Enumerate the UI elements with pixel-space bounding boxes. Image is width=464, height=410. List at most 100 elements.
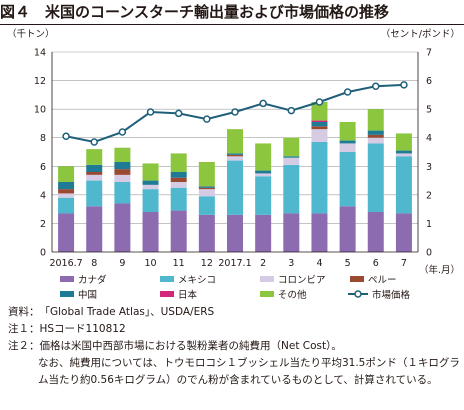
y-right-tick-label: 3 xyxy=(426,162,432,173)
bar-segment xyxy=(367,212,384,252)
bar-segment xyxy=(255,176,272,215)
note-1: 注１： HSコード110812 xyxy=(8,321,460,338)
y-left-tick-label: 14 xyxy=(34,48,46,59)
bar-segment xyxy=(367,143,384,212)
bar-segment xyxy=(198,187,215,190)
bar-segment xyxy=(227,160,243,215)
y-right-tick-label: 2 xyxy=(426,190,432,201)
y-left-tick-label: 0 xyxy=(40,248,46,259)
legend-item: ペルー xyxy=(350,275,397,286)
bar-segment xyxy=(114,203,131,252)
legend-item: 中国 xyxy=(60,289,97,301)
bars xyxy=(58,102,412,252)
bar-segment xyxy=(367,130,384,135)
bar-segment xyxy=(227,214,243,252)
bar-segment xyxy=(114,147,131,162)
bar-segment xyxy=(395,133,412,151)
legend-item: コロンビア xyxy=(260,275,326,286)
bar-segment xyxy=(311,142,328,214)
x-tick-label: 2017.1 xyxy=(218,258,251,269)
bar-segment xyxy=(311,122,328,127)
legend-label: ペルー xyxy=(368,275,397,286)
bar-segment xyxy=(395,153,412,157)
y-right-tick-label: 0 xyxy=(426,248,432,259)
legend-label: 日本 xyxy=(178,289,198,301)
bar-segment xyxy=(58,182,75,190)
y-left-tick-label: 10 xyxy=(34,105,46,116)
bar-segment xyxy=(58,213,75,252)
price-point xyxy=(90,138,98,146)
x-tick-label: 3 xyxy=(288,258,294,269)
legend-item: カナダ xyxy=(60,274,107,286)
legend-label: 中国 xyxy=(78,289,97,301)
bar-segment xyxy=(58,197,75,214)
y-left-tick-label: 12 xyxy=(34,76,46,87)
price-point xyxy=(343,88,352,96)
bar-segment xyxy=(255,214,272,252)
bar-segment xyxy=(142,180,159,185)
legend-swatch xyxy=(60,291,74,297)
title-underline xyxy=(0,24,464,25)
legend-label: その他 xyxy=(278,289,307,301)
x-tick-label: 8 xyxy=(91,258,97,269)
bar-segment xyxy=(170,182,187,188)
bar-segment xyxy=(227,129,243,154)
legend-swatch xyxy=(260,276,274,282)
bar-segment xyxy=(170,153,187,172)
price-point xyxy=(400,81,408,89)
price-line xyxy=(62,81,408,146)
bar-segment xyxy=(170,177,187,182)
bar-segment xyxy=(227,154,243,157)
bar-segment xyxy=(58,189,75,194)
bar-segment xyxy=(86,164,103,172)
bar-segment xyxy=(86,180,103,207)
source-text: 「Global Trade Atlas」、USDA/ERS xyxy=(39,306,215,318)
axes xyxy=(51,52,419,253)
bar-segment xyxy=(255,143,272,171)
bar-segment xyxy=(283,213,300,252)
legend-label: 市場価格 xyxy=(372,289,411,301)
bar-segment xyxy=(339,143,356,152)
price-point xyxy=(203,115,211,123)
y-left-tick-label: 8 xyxy=(40,133,46,144)
bar-segment xyxy=(114,169,131,175)
bar-segment xyxy=(86,206,103,252)
legend-label: メキシコ xyxy=(178,275,216,286)
note-1-text: HSコード110812 xyxy=(39,323,126,335)
bar-segment xyxy=(311,129,328,142)
bar-segment xyxy=(339,140,356,144)
y-left-tick-label: 4 xyxy=(40,190,46,201)
bar-segment xyxy=(311,102,328,121)
y-right-tick-label: 7 xyxy=(426,48,432,59)
bar-segment xyxy=(142,163,159,181)
legend-swatch xyxy=(160,291,174,297)
x-tick-label: 6 xyxy=(373,258,379,269)
note-2: 注２： 価格は米国中西部市場における製粉業者の純費用（Net Cost）。 xyxy=(8,338,460,355)
chart-title: 図４ 米国のコーンスターチ輸出量および市場価格の推移 xyxy=(0,3,389,21)
bar-segment xyxy=(283,137,300,157)
bar-segment xyxy=(170,172,187,178)
legend-item: 日本 xyxy=(160,289,198,301)
x-tick-label: 11 xyxy=(173,258,185,269)
legend-swatch xyxy=(260,291,274,297)
bar-segment xyxy=(395,156,412,214)
y-axis-right-label: （セント/ポンド） xyxy=(381,28,460,40)
price-point xyxy=(62,132,70,141)
bar-segment xyxy=(255,170,272,174)
y-left-tick-label: 2 xyxy=(40,219,46,230)
legend-item: メキシコ xyxy=(160,275,216,286)
legend-line-marker xyxy=(354,290,362,298)
bar-segment xyxy=(227,153,243,155)
bar-segment xyxy=(311,120,328,122)
note-2-text: 価格は米国中西部市場における製粉業者の純費用（Net Cost）。 xyxy=(39,340,342,352)
bar-segment xyxy=(395,150,412,154)
bar-segment xyxy=(114,182,131,204)
bar-segment xyxy=(227,156,243,161)
bar-segment xyxy=(114,162,131,170)
bar-segment xyxy=(339,122,356,141)
bar-segment xyxy=(198,189,215,197)
bar-segment xyxy=(255,173,272,177)
